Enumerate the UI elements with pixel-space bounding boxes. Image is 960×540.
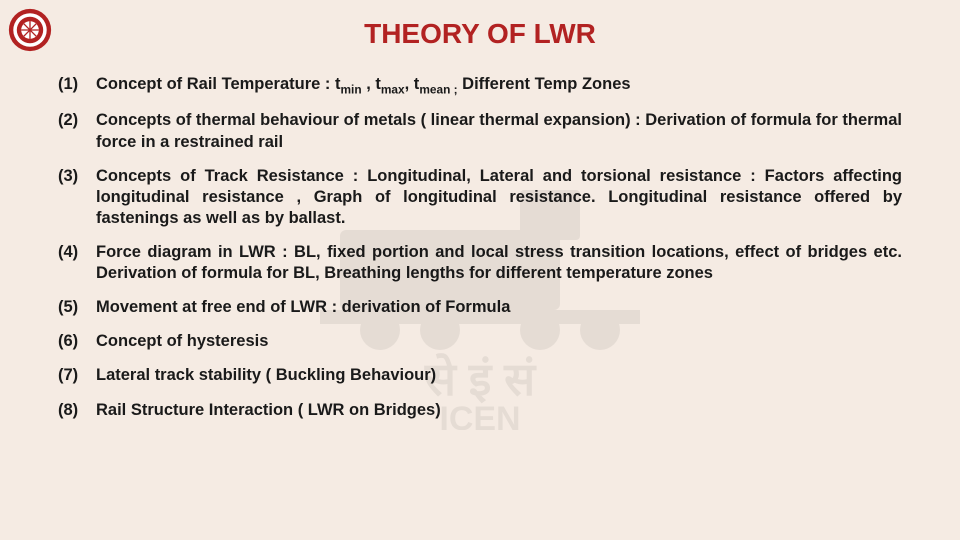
item-text: Lateral track stability ( Buckling Behav… (96, 365, 902, 386)
item-text: Concepts of Track Resistance : Longitudi… (96, 166, 902, 229)
railways-logo (8, 8, 52, 52)
slide-title: THEORY OF LWR (0, 0, 960, 74)
list-item: (6) Concept of hysteresis (58, 331, 902, 352)
item-text: Rail Structure Interaction ( LWR on Brid… (96, 400, 902, 421)
item-number: (6) (58, 331, 96, 352)
item-number: (8) (58, 400, 96, 421)
item-text: Concepts of thermal behaviour of metals … (96, 110, 902, 152)
item-text: Movement at free end of LWR : derivation… (96, 297, 902, 318)
item-number: (3) (58, 166, 96, 229)
list-item: (1) Concept of Rail Temperature : tmin ,… (58, 74, 902, 97)
item-number: (1) (58, 74, 96, 97)
item-number: (4) (58, 242, 96, 284)
item-number: (7) (58, 365, 96, 386)
list-item: (5) Movement at free end of LWR : deriva… (58, 297, 902, 318)
content-list: (1) Concept of Rail Temperature : tmin ,… (0, 74, 960, 421)
list-item: (8) Rail Structure Interaction ( LWR on … (58, 400, 902, 421)
item-number: (2) (58, 110, 96, 152)
item-number: (5) (58, 297, 96, 318)
list-item: (7) Lateral track stability ( Buckling B… (58, 365, 902, 386)
list-item: (2) Concepts of thermal behaviour of met… (58, 110, 902, 152)
item-text: Concept of Rail Temperature : tmin , tma… (96, 74, 902, 97)
item-text: Force diagram in LWR : BL, fixed portion… (96, 242, 902, 284)
item-text: Concept of hysteresis (96, 331, 902, 352)
list-item: (3) Concepts of Track Resistance : Longi… (58, 166, 902, 229)
list-item: (4) Force diagram in LWR : BL, fixed por… (58, 242, 902, 284)
